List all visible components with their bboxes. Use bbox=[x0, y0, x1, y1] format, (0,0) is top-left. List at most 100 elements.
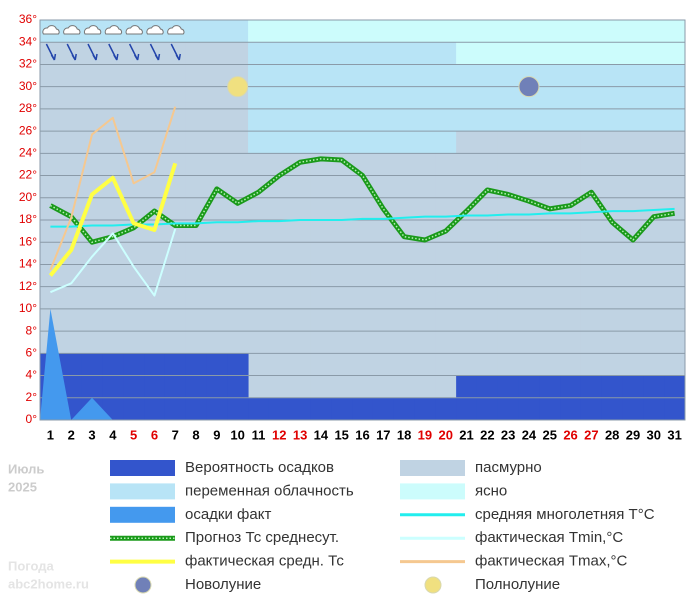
sky-segment bbox=[372, 20, 395, 43]
legend-label: Вероятность осадков bbox=[185, 459, 334, 476]
weather-icon bbox=[63, 25, 81, 61]
precip-probability bbox=[185, 353, 207, 420]
legend-label: Новолуние bbox=[185, 576, 261, 593]
y-tick-label: 12° bbox=[19, 279, 37, 293]
sky-segment bbox=[185, 20, 207, 43]
precip-probability bbox=[435, 397, 457, 420]
weather-icon bbox=[125, 25, 143, 61]
sky-segment bbox=[310, 20, 332, 43]
sky-segment bbox=[206, 20, 228, 43]
legend-label: Прогноз Тс среднесут. bbox=[185, 529, 339, 546]
legend-swatch bbox=[424, 576, 442, 594]
x-tick-label: 3 bbox=[88, 427, 95, 442]
sky-segment bbox=[643, 64, 665, 132]
legend-swatch bbox=[400, 483, 465, 500]
x-tick-label: 11 bbox=[252, 427, 266, 442]
month: Июль bbox=[8, 461, 44, 476]
precip-probability bbox=[414, 397, 436, 420]
x-tick-label: 16 bbox=[355, 427, 369, 442]
y-tick-label: 6° bbox=[26, 346, 38, 360]
sky-segment bbox=[435, 20, 457, 43]
x-tick-label: 2 bbox=[68, 427, 75, 442]
weather-icon bbox=[167, 25, 185, 61]
site-name: Погода bbox=[8, 558, 55, 573]
cloud bbox=[104, 25, 123, 35]
sky-segment bbox=[123, 42, 145, 420]
x-tick-label: 27 bbox=[584, 427, 598, 442]
sky-segment bbox=[622, 64, 644, 132]
plot-border bbox=[39, 19, 686, 421]
y-tick-label: 8° bbox=[26, 323, 38, 337]
x-tick-label: 14 bbox=[314, 427, 329, 442]
x-tick-label: 28 bbox=[605, 427, 619, 442]
x-tick-label: 6 bbox=[151, 427, 158, 442]
weather-icon bbox=[104, 25, 123, 61]
site: abc2home.ru bbox=[8, 576, 89, 591]
x-tick-label: 8 bbox=[192, 427, 199, 442]
wind-arrow bbox=[108, 43, 119, 61]
sky-segment bbox=[206, 42, 228, 420]
x-tick-label: 23 bbox=[501, 427, 515, 442]
sky-segment bbox=[185, 42, 207, 420]
y-tick-label: 18° bbox=[19, 212, 37, 226]
precip-probability bbox=[206, 353, 228, 420]
sky-segment bbox=[476, 131, 499, 420]
x-tick-label: 31 bbox=[667, 427, 681, 442]
x-tick-label: 18 bbox=[397, 427, 411, 442]
precip-probability bbox=[144, 353, 166, 420]
y-tick-label: 0° bbox=[26, 412, 38, 426]
x-tick-label: 12 bbox=[272, 427, 286, 442]
y-tick-label: 32° bbox=[19, 57, 37, 71]
sky-segment bbox=[60, 42, 83, 420]
precip-probability bbox=[331, 397, 353, 420]
sky-segment bbox=[497, 131, 520, 420]
sky-segment bbox=[331, 20, 353, 43]
sky-segment bbox=[289, 20, 311, 43]
sky-segment bbox=[414, 20, 436, 43]
legend-label: Полнолуние bbox=[475, 576, 560, 593]
sky-segment bbox=[352, 42, 374, 154]
precip-probability bbox=[227, 353, 249, 420]
weather-icon bbox=[84, 25, 102, 61]
legend-swatch bbox=[400, 460, 465, 476]
sky-segment bbox=[601, 131, 624, 420]
sky-segment bbox=[414, 42, 436, 154]
sky-segment bbox=[310, 42, 332, 154]
x-tick-label: 25 bbox=[543, 427, 557, 442]
moon bbox=[227, 76, 249, 98]
x-tick-label: 7 bbox=[172, 427, 179, 442]
wind-arrow bbox=[149, 43, 161, 61]
sky-segment bbox=[393, 20, 416, 43]
sky-segment bbox=[539, 64, 561, 132]
x-tick-label: 9 bbox=[213, 427, 220, 442]
sky-segment bbox=[518, 64, 540, 132]
x-tick-label: 26 bbox=[563, 427, 577, 442]
sky-segment bbox=[664, 64, 686, 132]
x-tick-label: 10 bbox=[230, 427, 244, 442]
sky-segment bbox=[601, 64, 624, 132]
sky-segment bbox=[643, 131, 665, 420]
wind-arrow bbox=[128, 43, 140, 61]
precip-probability bbox=[102, 353, 124, 420]
legend-swatch bbox=[110, 460, 175, 476]
cloud bbox=[167, 25, 185, 35]
weather-icon bbox=[42, 25, 60, 61]
legend-swatch bbox=[134, 576, 152, 594]
precip-probability bbox=[248, 397, 270, 420]
sky-segment bbox=[268, 42, 291, 154]
year: 2025 bbox=[8, 479, 37, 494]
sky-segment bbox=[560, 64, 582, 132]
wind-arrow bbox=[87, 43, 98, 61]
legend-label: средняя многолетняя T°C bbox=[475, 506, 655, 523]
x-tick-label: 5 bbox=[130, 427, 137, 442]
y-tick-label: 16° bbox=[19, 234, 37, 248]
sky-segment bbox=[476, 64, 499, 132]
sky-segment bbox=[497, 64, 520, 132]
x-tick-label: 15 bbox=[334, 427, 348, 442]
weather-icon bbox=[146, 25, 164, 61]
sky-segment bbox=[40, 42, 62, 420]
sky-segment bbox=[352, 20, 374, 43]
sky-segment bbox=[456, 64, 478, 132]
precip-probability bbox=[310, 397, 332, 420]
y-tick-label: 2° bbox=[26, 390, 38, 404]
